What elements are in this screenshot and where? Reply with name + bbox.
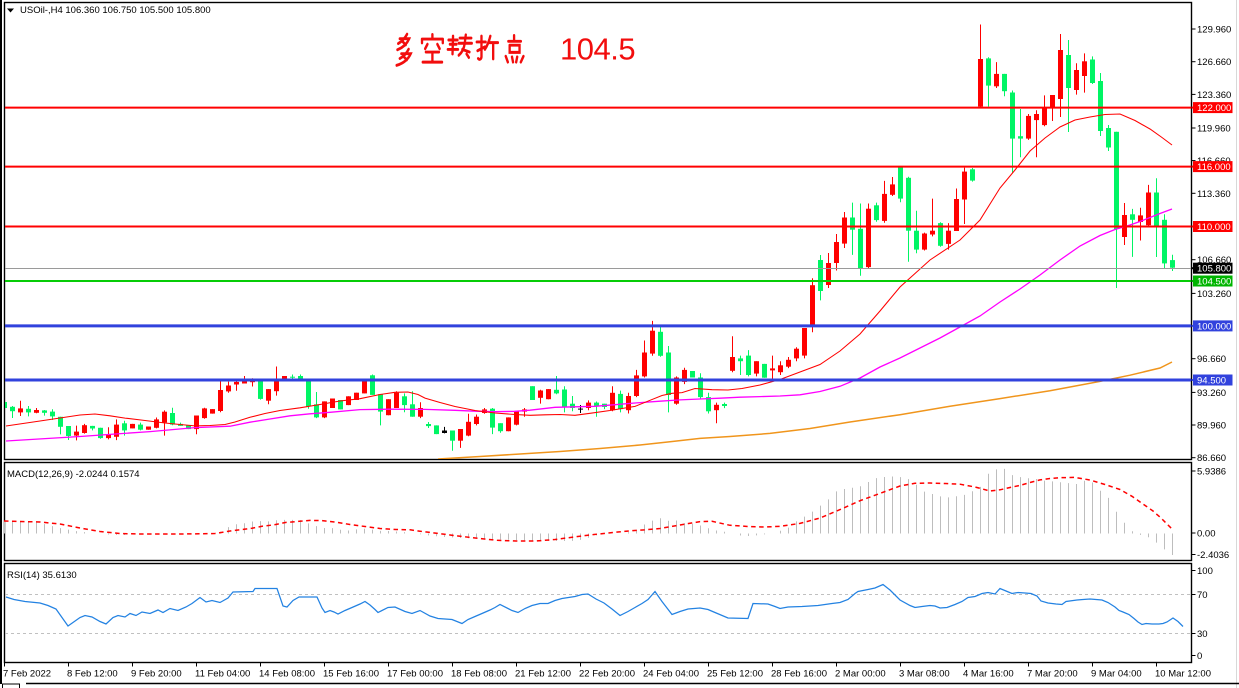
svg-text:106.660: 106.660 — [1197, 255, 1231, 266]
svg-text:123.360: 123.360 — [1197, 90, 1231, 101]
svg-text:9 Feb 20:00: 9 Feb 20:00 — [131, 669, 182, 680]
svg-text:-2.4036: -2.4036 — [1197, 550, 1229, 561]
svg-text:70: 70 — [1197, 590, 1208, 601]
svg-text:7 Mar 20:00: 7 Mar 20:00 — [1027, 669, 1078, 680]
svg-text:2 Mar 00:00: 2 Mar 00:00 — [835, 669, 886, 680]
svg-text:9 Mar 04:00: 9 Mar 04:00 — [1091, 669, 1142, 680]
svg-text:110.000: 110.000 — [1197, 222, 1231, 233]
svg-text:0: 0 — [1197, 651, 1202, 662]
svg-text:10 Mar 12:00: 10 Mar 12:00 — [1155, 669, 1211, 680]
svg-text:8 Feb 12:00: 8 Feb 12:00 — [67, 669, 118, 680]
svg-text:24 Feb 04:00: 24 Feb 04:00 — [643, 669, 699, 680]
svg-text:14 Feb 08:00: 14 Feb 08:00 — [259, 669, 315, 680]
svg-text:4 Mar 16:00: 4 Mar 16:00 — [963, 669, 1014, 680]
svg-text:96.660: 96.660 — [1197, 354, 1226, 365]
svg-text:RSI(14) 35.6130: RSI(14) 35.6130 — [7, 570, 77, 581]
svg-text:119.960: 119.960 — [1197, 124, 1231, 135]
svg-text:113.360: 113.360 — [1197, 189, 1231, 200]
svg-text:18 Feb 08:00: 18 Feb 08:00 — [451, 669, 507, 680]
svg-text:7 Feb 2022: 7 Feb 2022 — [3, 669, 51, 680]
svg-text:5.9386: 5.9386 — [1197, 467, 1226, 478]
svg-text:103.260: 103.260 — [1197, 289, 1231, 300]
svg-text:0.00: 0.00 — [1197, 529, 1216, 540]
svg-text:104.500: 104.500 — [1197, 277, 1231, 288]
svg-text:86.660: 86.660 — [1197, 453, 1226, 464]
svg-text:89.960: 89.960 — [1197, 421, 1226, 432]
svg-text:11 Feb 04:00: 11 Feb 04:00 — [195, 669, 250, 680]
svg-text:93.260: 93.260 — [1197, 388, 1226, 399]
svg-text:MACD(12,26,9) -2.0244 0.1574: MACD(12,26,9) -2.0244 0.1574 — [7, 469, 140, 480]
svg-text:100.000: 100.000 — [1197, 321, 1231, 332]
svg-text:126.660: 126.660 — [1197, 57, 1231, 68]
svg-text:94.500: 94.500 — [1197, 376, 1226, 387]
svg-text:105.800: 105.800 — [1197, 264, 1231, 275]
svg-text:116.000: 116.000 — [1197, 162, 1231, 173]
svg-text:17 Feb 00:00: 17 Feb 00:00 — [387, 669, 443, 680]
svg-text:25 Feb 12:00: 25 Feb 12:00 — [707, 669, 763, 680]
svg-text:30: 30 — [1197, 629, 1208, 640]
svg-text:100: 100 — [1197, 566, 1213, 577]
svg-text:21 Feb 12:00: 21 Feb 12:00 — [515, 669, 571, 680]
svg-text:15 Feb 16:00: 15 Feb 16:00 — [323, 669, 379, 680]
svg-text:USOil-,H4 106.360 106.750 105: USOil-,H4 106.360 106.750 105.500 105.80… — [20, 5, 211, 16]
svg-text:3 Mar 08:00: 3 Mar 08:00 — [899, 669, 950, 680]
svg-text:129.960: 129.960 — [1197, 25, 1231, 36]
svg-text:104.5: 104.5 — [560, 32, 635, 67]
svg-text:22 Feb 20:00: 22 Feb 20:00 — [579, 669, 635, 680]
svg-text:122.000: 122.000 — [1197, 103, 1231, 114]
svg-text:28 Feb 16:00: 28 Feb 16:00 — [771, 669, 827, 680]
